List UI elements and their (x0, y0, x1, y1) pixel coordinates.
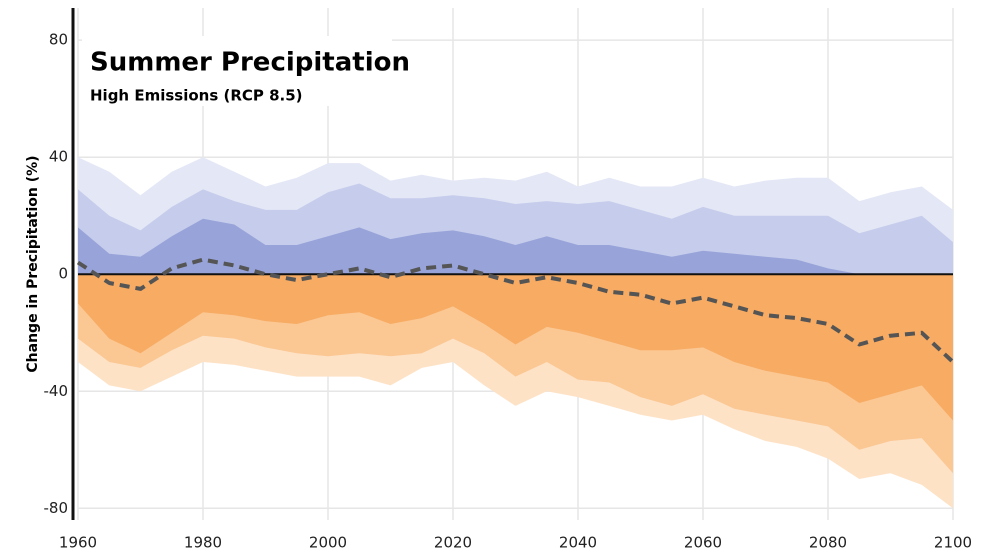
x-tick-label: 2020 (434, 534, 472, 552)
areas (78, 157, 953, 509)
x-tick-label: 1980 (184, 534, 222, 552)
median-line (76, 257, 955, 364)
title-background (82, 36, 392, 106)
chart-title: Summer Precipitation (90, 48, 410, 78)
x-tick-label: 2100 (934, 534, 972, 552)
x-tick-label: 1960 (59, 534, 97, 552)
y-tick-label: 40 (49, 148, 68, 166)
x-tick-label: 2080 (809, 534, 847, 552)
foreground (71, 8, 955, 520)
x-tick-label: 2000 (309, 534, 347, 552)
y-tick-label: -40 (44, 382, 69, 400)
y-tick-label: 0 (58, 265, 68, 283)
x-tick-label: 2060 (684, 534, 722, 552)
band-area (78, 218, 953, 275)
y-tick-label: 80 (49, 31, 68, 49)
x-tick-label: 2040 (559, 534, 597, 552)
y-tick-label: -80 (44, 499, 69, 517)
band-area (78, 274, 953, 421)
chart-subtitle: High Emissions (RCP 8.5) (90, 87, 303, 105)
y-axis-label: Change in Precipitation (%) (25, 155, 41, 372)
